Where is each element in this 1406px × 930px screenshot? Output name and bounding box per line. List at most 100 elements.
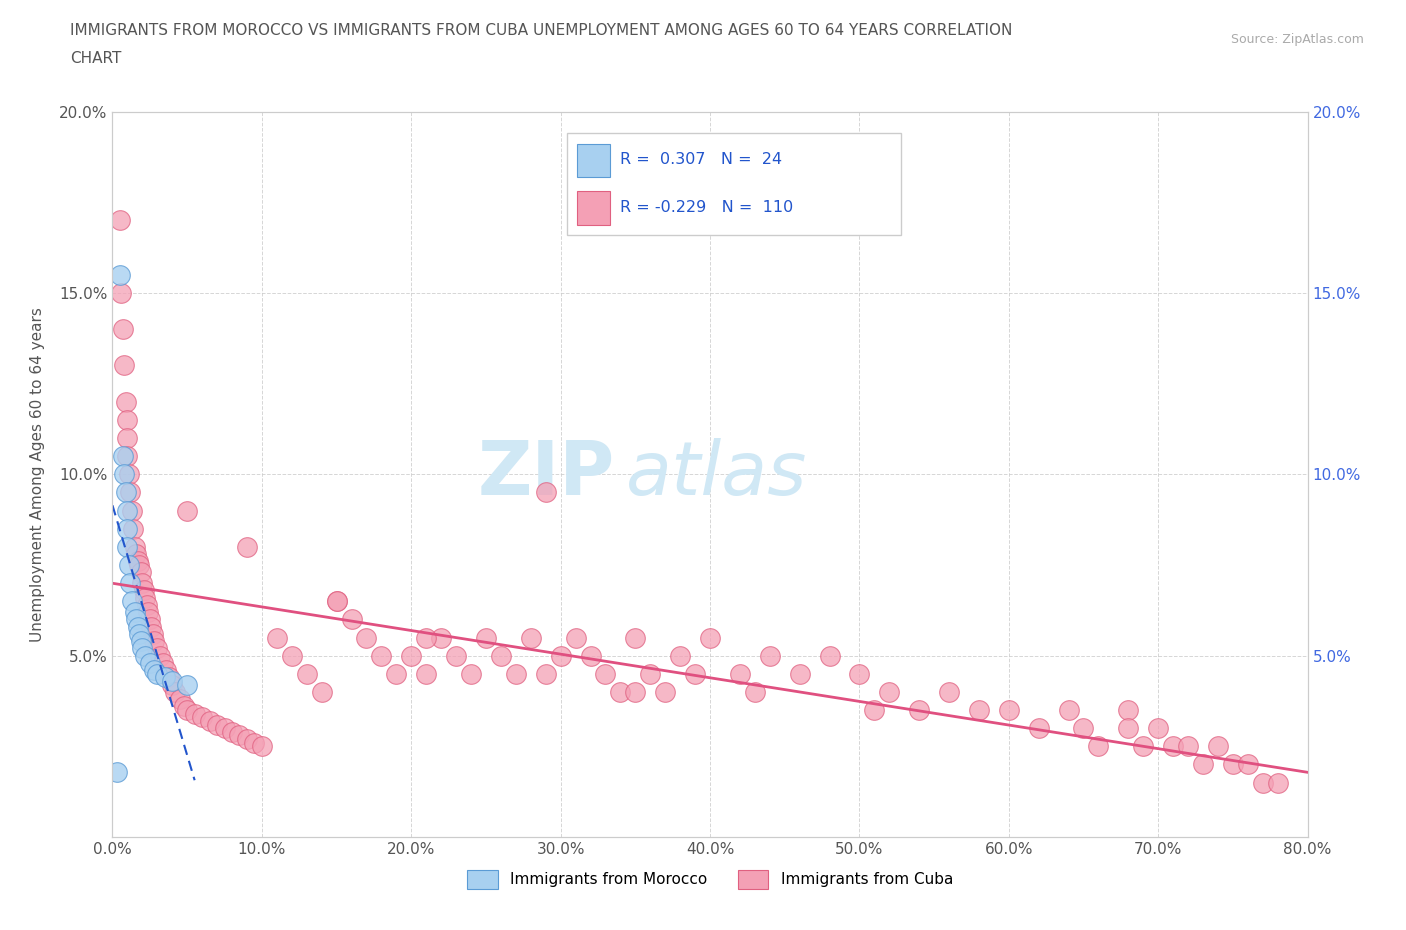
Point [117, 503, 139, 518]
Point [131, 641, 153, 656]
Point [967, 703, 990, 718]
Point [135, 597, 157, 612]
Point [475, 631, 498, 645]
Point [121, 594, 143, 609]
Point [1251, 776, 1274, 790]
Point [579, 648, 602, 663]
Point [356, 631, 378, 645]
Point [191, 710, 214, 724]
Point [198, 713, 221, 728]
Point [520, 631, 543, 645]
Point [534, 485, 557, 500]
Point [863, 703, 886, 718]
Point [183, 706, 205, 721]
Text: atlas: atlas [627, 438, 808, 511]
Point [728, 667, 751, 682]
Point [534, 667, 557, 682]
Point [125, 612, 148, 627]
Point [1192, 757, 1215, 772]
Point [1132, 738, 1154, 753]
Point [124, 539, 146, 554]
Point [489, 648, 512, 663]
Point [595, 667, 617, 682]
Point [143, 663, 166, 678]
Point [908, 703, 931, 718]
Point [415, 667, 437, 682]
Point [129, 633, 152, 648]
Text: ZIP: ZIP [477, 438, 614, 511]
Point [125, 547, 148, 562]
Point [654, 684, 676, 699]
Point [110, 286, 132, 300]
Point [250, 738, 273, 753]
Point [117, 539, 139, 554]
Point [1267, 776, 1289, 790]
Point [121, 503, 143, 518]
Point [214, 721, 236, 736]
Point [609, 684, 631, 699]
Point [169, 692, 191, 707]
Point [818, 648, 841, 663]
Point [236, 732, 259, 747]
Point [162, 673, 183, 688]
Legend: Immigrants from Morocco, Immigrants from Cuba: Immigrants from Morocco, Immigrants from… [461, 864, 959, 895]
Point [1206, 738, 1229, 753]
Point [1237, 757, 1260, 772]
Point [117, 413, 139, 428]
Y-axis label: Unemployment Among Ages 60 to 64 years: Unemployment Among Ages 60 to 64 years [31, 307, 45, 642]
Point [114, 358, 135, 373]
Point [131, 576, 153, 591]
Point [415, 631, 437, 645]
Point [640, 667, 662, 682]
Point [683, 667, 706, 682]
Point [998, 703, 1021, 718]
Point [162, 677, 183, 692]
Point [624, 684, 647, 699]
Point [295, 667, 318, 682]
Point [118, 558, 141, 573]
Point [118, 467, 141, 482]
Point [117, 449, 139, 464]
Point [146, 641, 169, 656]
Point [550, 648, 572, 663]
Point [176, 677, 198, 692]
Point [134, 648, 156, 663]
Point [221, 724, 243, 739]
Point [155, 663, 177, 678]
Point [117, 431, 139, 445]
Point [146, 667, 169, 682]
Point [744, 684, 766, 699]
Point [1028, 721, 1050, 736]
Point [128, 558, 150, 573]
Point [228, 728, 250, 743]
Point [139, 612, 162, 627]
Point [1161, 738, 1184, 753]
Point [243, 736, 266, 751]
Point [236, 539, 259, 554]
Point [1118, 721, 1140, 736]
Point [1118, 703, 1140, 718]
Point [120, 576, 142, 591]
Text: Source: ZipAtlas.com: Source: ZipAtlas.com [1230, 33, 1364, 46]
Point [879, 684, 901, 699]
Point [1147, 721, 1170, 736]
Point [938, 684, 960, 699]
Point [430, 631, 453, 645]
Point [281, 648, 304, 663]
Point [759, 648, 782, 663]
Point [134, 591, 156, 605]
Point [1087, 738, 1109, 753]
Point [132, 583, 155, 598]
Point [115, 485, 138, 500]
Point [124, 604, 146, 619]
Point [401, 648, 423, 663]
Point [122, 521, 145, 536]
Point [699, 631, 721, 645]
Point [114, 467, 135, 482]
Point [111, 322, 134, 337]
Point [789, 667, 811, 682]
Text: CHART: CHART [70, 51, 122, 66]
Point [157, 670, 180, 684]
Point [669, 648, 692, 663]
Point [848, 667, 870, 682]
